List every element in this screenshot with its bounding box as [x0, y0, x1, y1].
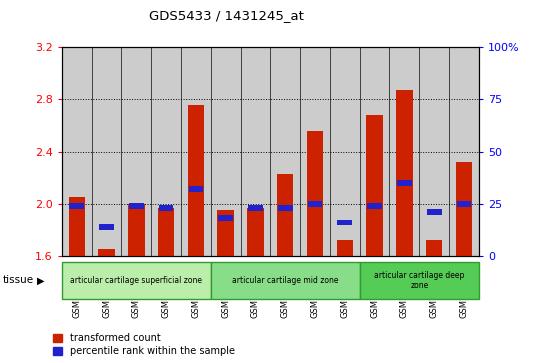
Bar: [456, 162, 472, 256]
Text: articular cartilage mid zone: articular cartilage mid zone: [232, 276, 338, 285]
Text: articular cartilage superficial zone: articular cartilage superficial zone: [70, 276, 202, 285]
Bar: [69, 203, 84, 209]
Bar: [366, 115, 383, 256]
Bar: [99, 224, 114, 230]
Bar: [129, 203, 144, 209]
Bar: [396, 90, 413, 256]
Bar: [159, 205, 173, 211]
Bar: [337, 240, 353, 256]
Bar: [277, 174, 293, 256]
Text: ▶: ▶: [37, 276, 44, 285]
Bar: [98, 249, 115, 256]
Bar: [247, 208, 264, 256]
Bar: [91, 47, 122, 256]
Bar: [449, 47, 479, 256]
Bar: [270, 47, 300, 256]
Bar: [218, 215, 233, 221]
Bar: [360, 47, 390, 256]
Text: GDS5433 / 1431245_at: GDS5433 / 1431245_at: [148, 9, 303, 22]
Bar: [300, 47, 330, 256]
Bar: [248, 205, 263, 211]
Bar: [68, 197, 85, 256]
Bar: [151, 47, 181, 256]
Bar: [426, 240, 442, 256]
Bar: [158, 208, 174, 256]
Bar: [240, 47, 270, 256]
Bar: [217, 210, 234, 256]
Bar: [367, 203, 382, 209]
Bar: [457, 201, 471, 207]
Bar: [419, 47, 449, 256]
Bar: [128, 204, 145, 256]
Bar: [188, 105, 204, 256]
Bar: [62, 47, 91, 256]
Legend: transformed count, percentile rank within the sample: transformed count, percentile rank withi…: [53, 333, 235, 356]
Bar: [397, 180, 412, 186]
Bar: [62, 262, 211, 299]
Bar: [390, 47, 419, 256]
Bar: [188, 186, 203, 192]
Bar: [330, 47, 360, 256]
Bar: [278, 205, 293, 211]
Bar: [211, 47, 240, 256]
Text: articular cartilage deep
zone: articular cartilage deep zone: [374, 271, 464, 290]
Text: tissue: tissue: [3, 276, 34, 285]
Bar: [337, 220, 352, 225]
Bar: [211, 262, 360, 299]
Bar: [360, 262, 479, 299]
Bar: [181, 47, 211, 256]
Bar: [427, 209, 442, 215]
Bar: [307, 131, 323, 256]
Bar: [308, 201, 322, 207]
Bar: [122, 47, 151, 256]
